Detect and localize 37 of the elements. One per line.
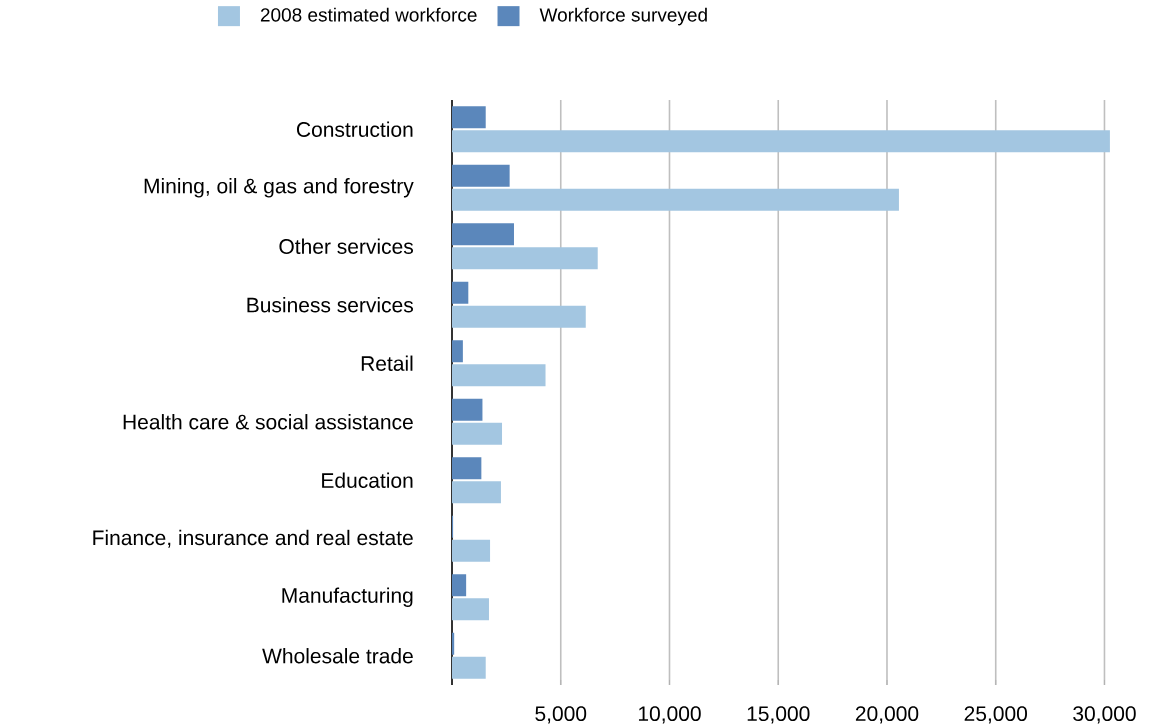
bar <box>452 632 455 655</box>
bar <box>452 422 503 445</box>
bar <box>452 281 469 304</box>
bar <box>452 130 1110 153</box>
x-tick-label: 5,000 <box>535 706 587 724</box>
bar <box>452 340 463 363</box>
legend-label: Workforce surveyed <box>539 7 707 26</box>
bar <box>452 598 489 621</box>
y-tick-label: Construction <box>296 121 413 137</box>
bar <box>452 164 510 187</box>
x-tick-label: 20,000 <box>855 706 919 724</box>
bar <box>452 656 486 679</box>
bar <box>452 539 491 562</box>
x-tick-label: 25,000 <box>964 706 1028 724</box>
y-tick-label: Finance, insurance and real estate <box>93 529 413 548</box>
y-tick-label: Health care & social assistance <box>123 414 413 430</box>
x-tick-label: 15,000 <box>747 706 810 724</box>
y-tick-label: Retail <box>361 355 413 371</box>
y-tick-label: Mining, oil & gas and forestry <box>144 177 414 198</box>
bar <box>452 305 586 328</box>
y-tick-label: Other services <box>279 238 414 254</box>
bar <box>452 457 482 480</box>
bar <box>452 481 501 504</box>
y-tick-label: Business services <box>247 297 413 313</box>
legend-label: 2008 estimated workforce <box>260 7 477 22</box>
bar <box>452 364 546 387</box>
y-tick-label: Education <box>322 472 413 488</box>
bar <box>452 574 467 597</box>
x-tick-label: 30,000 <box>1073 706 1136 724</box>
bar <box>452 106 486 129</box>
y-tick-label: Wholesale trade <box>262 648 413 664</box>
x-tick-label: 10,000 <box>638 706 701 724</box>
bar <box>452 398 483 421</box>
bar <box>452 223 514 246</box>
y-tick-label: Manufacturing <box>282 587 413 608</box>
bar <box>452 247 598 270</box>
bar <box>452 188 899 211</box>
